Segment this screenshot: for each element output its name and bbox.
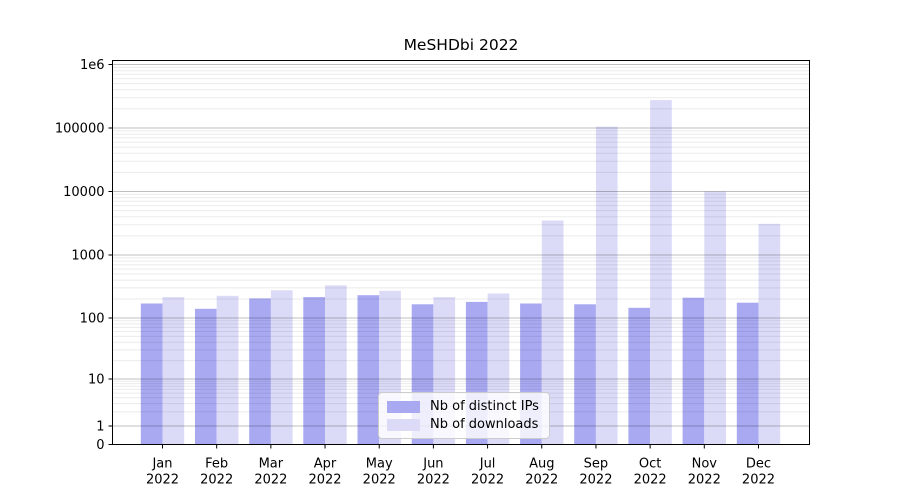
tick-label: 2022 [200, 473, 233, 488]
tick-label: Apr [314, 457, 337, 472]
bar [574, 304, 596, 445]
bar [736, 302, 759, 445]
chart-title: MeSHDbi 2022 [403, 36, 519, 54]
tick-label: 100000 [55, 122, 105, 137]
legend: Nb of distinct IPs Nb of downloads [378, 392, 550, 439]
tick-label: 2022 [417, 473, 450, 488]
tick-label: 10000 [63, 185, 104, 200]
tick-label: 2022 [634, 473, 667, 488]
gridlines-layer [112, 64, 810, 427]
tick-label: 1e6 [80, 58, 105, 73]
bar [140, 303, 163, 445]
series-downloads [162, 100, 781, 445]
tick-label: Aug [529, 457, 554, 472]
tick-label: Feb [205, 457, 228, 472]
tick-label: 2022 [146, 473, 179, 488]
legend-swatch-downloads-icon [387, 418, 420, 431]
axes-layer: 01101001000100001000001e6Jan2022Feb2022M… [55, 58, 775, 488]
tick-label: 2022 [688, 473, 721, 488]
tick-label: 2022 [363, 473, 396, 488]
tick-label: Jun [422, 457, 443, 472]
legend-item-downloads: Nb of downloads [387, 418, 539, 431]
bar [541, 220, 564, 445]
tick-label: 2022 [308, 473, 341, 488]
legend-label-distinct-ips: Nb of distinct IPs [430, 399, 539, 414]
legend-item-distinct-ips: Nb of distinct IPs [387, 400, 539, 413]
tick-label: Jul [479, 457, 496, 472]
bar [650, 100, 672, 445]
tick-label: 1000 [71, 249, 104, 264]
tick-label: Dec [746, 457, 771, 472]
tick-label: 2022 [579, 473, 612, 488]
bar [682, 297, 705, 445]
legend-label-downloads: Nb of downloads [430, 417, 539, 432]
tick-label: 2022 [471, 473, 504, 488]
tick-label: 100 [80, 312, 105, 327]
bar [595, 126, 618, 445]
bar [704, 191, 726, 445]
tick-label: 2022 [254, 473, 287, 488]
bar [270, 290, 293, 445]
bar [758, 223, 781, 445]
plot-border [112, 60, 810, 445]
tick-label: 1 [96, 420, 104, 435]
bar [162, 297, 185, 445]
tick-label: Sep [584, 457, 609, 472]
tick-label: 10 [88, 373, 105, 388]
tick-label: 2022 [525, 473, 558, 488]
tick-label: Mar [259, 457, 284, 472]
bar [628, 307, 651, 445]
bar [195, 308, 217, 445]
bar [303, 297, 325, 445]
tick-label: Jan [151, 457, 172, 472]
bar [216, 295, 239, 445]
tick-label: May [366, 457, 393, 472]
legend-swatch-distinct-ips-icon [387, 400, 420, 413]
bar [325, 285, 347, 445]
tick-label: Oct [639, 457, 661, 472]
bar [249, 298, 271, 445]
tick-label: 2022 [742, 473, 775, 488]
tick-label: Nov [692, 457, 718, 472]
bar [357, 295, 380, 445]
tick-label: 0 [96, 438, 104, 453]
